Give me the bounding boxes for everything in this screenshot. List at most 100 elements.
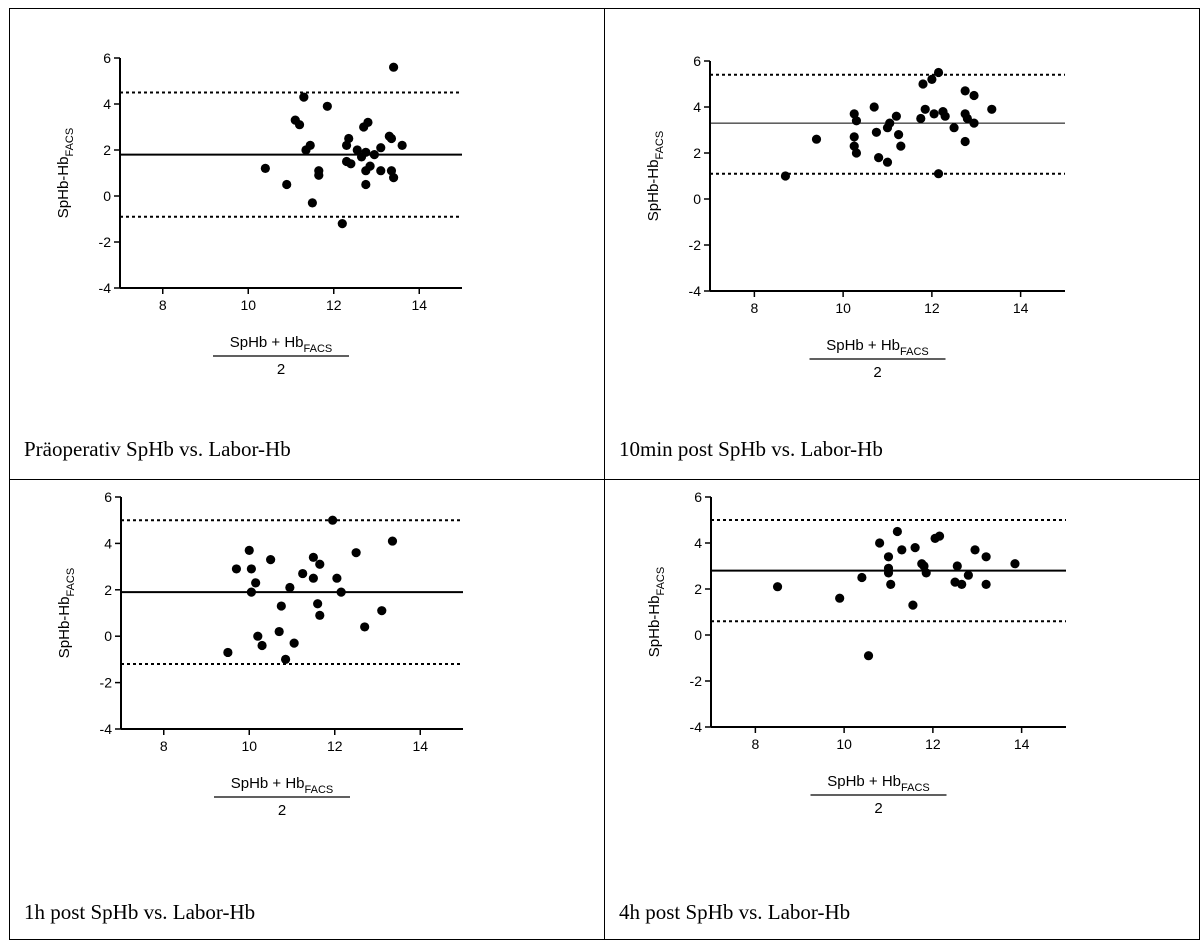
y-tick-label: -4 [99,280,112,296]
x-tick-label: 8 [160,738,168,754]
x-axis-label-numerator: SpHb + HbFACS [230,334,333,355]
data-point [289,638,299,648]
y-tick-label: -4 [690,719,703,735]
data-point [780,171,791,181]
data-point [244,545,254,555]
x-axis-label-main: SpHb + Hb [826,337,900,354]
data-point [322,101,332,111]
data-point [376,143,386,153]
data-point [929,109,939,119]
data-point [360,622,370,632]
data-point [315,610,325,620]
x-axis-label-sub: FACS [305,784,334,796]
data-point [835,593,845,603]
x-axis-label-main: SpHb + Hb [230,334,304,351]
data-point [772,582,783,592]
data-point [314,170,324,180]
data-point [908,600,918,610]
data-point [352,145,362,155]
y-axis-label: SpHb-HbFACS [56,568,77,658]
y-tick-label: 6 [694,489,702,505]
data-point [874,153,884,163]
data-point [921,568,931,578]
data-point [871,127,882,137]
panel-caption: Präoperativ SpHb vs. Labor-Hb [24,437,291,461]
data-point [963,570,973,580]
y-tick-label: 2 [694,581,702,597]
data-point [294,120,305,130]
x-tick-label: 12 [925,736,941,752]
y-tick-label: 4 [103,96,111,112]
y-axis-label: SpHb-HbFACS [646,567,667,657]
x-tick-label: 12 [924,300,940,316]
data-point [885,118,895,128]
data-point [298,568,308,579]
x-tick-label: 10 [240,297,256,313]
y-tick-label: 4 [104,535,112,551]
y-tick-label: 4 [694,535,702,551]
data-point [981,579,991,589]
y-tick-label: -4 [100,721,113,737]
y-tick-label: 0 [694,627,702,643]
data-point [299,92,309,102]
data-point [276,601,286,611]
y-axis-label-sub: FACS [65,568,77,597]
x-axis-label-numerator: SpHb + HbFACS [231,775,334,796]
data-point [918,79,928,89]
data-point [365,161,375,171]
data-point [363,117,373,127]
data-point [933,169,944,179]
x-tick-label: 8 [751,736,759,752]
y-axis-label-sub: FACS [655,567,667,596]
data-point [246,587,256,597]
x-tick-label: 14 [411,297,427,313]
x-tick-label: 8 [750,300,758,316]
data-point [246,564,256,574]
data-point [851,116,862,126]
data-point [274,626,284,637]
x-axis-label-numerator: SpHb + HbFACS [826,337,929,358]
panel-cell: -4 -2 0 2 4 6 8 10 12 14 SpHb-HbFACS SpHb + HbFACS 2… [604,8,1200,480]
y-axis-label-sub: FACS [654,131,666,160]
x-tick-label: 10 [835,300,851,316]
y-tick-label: -2 [100,675,113,691]
data-point [346,159,356,169]
data-point [397,140,407,150]
data-point [960,86,970,96]
data-point [266,555,276,565]
x-axis-label-main: SpHb + Hb [827,773,901,790]
data-point [849,141,859,151]
panel-cell: -4 -2 0 2 4 6 8 10 12 14 SpHb-HbFACS SpHb + HbFACS 2… [9,479,605,940]
x-axis-label-denominator: 2 [278,802,286,819]
data-point [315,559,325,569]
data-point [882,157,893,167]
data-point [389,62,399,72]
data-point [257,640,267,651]
data-point [962,113,972,124]
data-point [344,133,354,144]
data-point [1010,559,1020,569]
y-tick-label: 2 [103,142,111,158]
data-point [969,90,979,101]
data-point [940,111,950,121]
x-tick-label: 8 [159,297,167,313]
data-point [969,118,979,128]
y-tick-label: 6 [693,53,701,69]
data-point [893,130,904,140]
y-tick-label: -4 [689,283,702,299]
y-axis-label-main: SpHb-Hb [56,597,73,659]
data-point [377,606,387,616]
x-axis-label-sub: FACS [304,343,333,355]
data-point [883,568,894,578]
data-point [987,104,997,114]
data-point [361,147,371,157]
data-point [308,552,318,562]
data-point [927,74,937,84]
x-axis-label-sub: FACS [901,782,930,794]
y-tick-label: -2 [690,673,703,689]
data-point [386,133,397,144]
data-point [863,651,874,661]
y-tick-label: 2 [693,145,701,161]
